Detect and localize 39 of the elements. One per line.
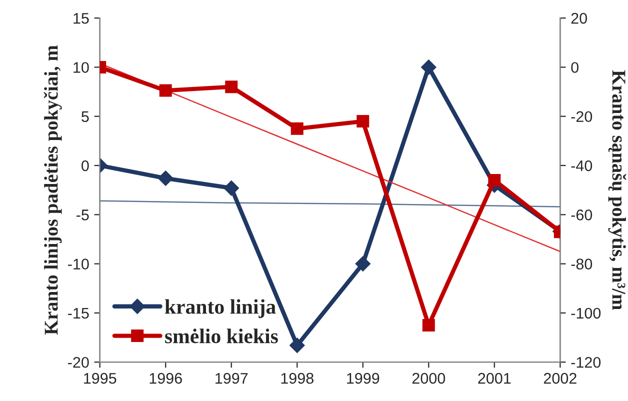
y2-tick-label: -120 bbox=[571, 356, 601, 368]
point bbox=[290, 338, 305, 353]
y-tick-label: -5 bbox=[76, 210, 89, 220]
legend-label: kranto linija bbox=[164, 299, 276, 318]
point bbox=[159, 84, 172, 97]
y2-tick-label: -20 bbox=[571, 111, 592, 122]
x-tick-label: 1998 bbox=[281, 372, 314, 384]
point bbox=[224, 180, 239, 196]
x-tick-label: 1995 bbox=[84, 372, 116, 384]
x-tick-label: 1999 bbox=[347, 372, 380, 384]
point bbox=[421, 60, 436, 75]
y2-tick-label: 0 bbox=[571, 62, 578, 73]
y2-tick-label: -40 bbox=[571, 160, 592, 172]
y-tick-label: 15 bbox=[74, 13, 89, 24]
y-tick-label: -20 bbox=[68, 356, 89, 368]
y2-axis-title: Kranto sąnašų pokytis, m³/m bbox=[608, 70, 626, 310]
point bbox=[422, 318, 435, 332]
point bbox=[290, 122, 304, 135]
x-tick-label: 2001 bbox=[478, 372, 511, 384]
point bbox=[356, 115, 370, 128]
y2-tick-label: -60 bbox=[571, 210, 592, 220]
point bbox=[225, 80, 238, 94]
y-tick-label: 5 bbox=[82, 111, 89, 122]
y2-tick-label: -80 bbox=[571, 258, 592, 270]
x-tick-label: 2002 bbox=[544, 372, 576, 384]
y-axis-title: Kranto linijos padėties pokyčiai, m bbox=[44, 45, 62, 335]
legend-label: smėlio kiekis bbox=[165, 328, 278, 344]
point bbox=[158, 170, 174, 186]
y-tick-label: -15 bbox=[68, 308, 89, 319]
x-tick-label: 2000 bbox=[412, 372, 446, 384]
y-tick-label: 0 bbox=[82, 160, 89, 172]
point bbox=[488, 174, 501, 186]
y-tick-label: -10 bbox=[68, 258, 89, 270]
y2-tick-label: -100 bbox=[571, 308, 601, 319]
y-tick-label: 10 bbox=[74, 62, 89, 73]
x-tick-label: 1997 bbox=[216, 372, 248, 384]
x-tick-label: 1996 bbox=[150, 372, 182, 384]
point bbox=[355, 256, 370, 272]
y2-tick-label: 20 bbox=[571, 12, 587, 24]
